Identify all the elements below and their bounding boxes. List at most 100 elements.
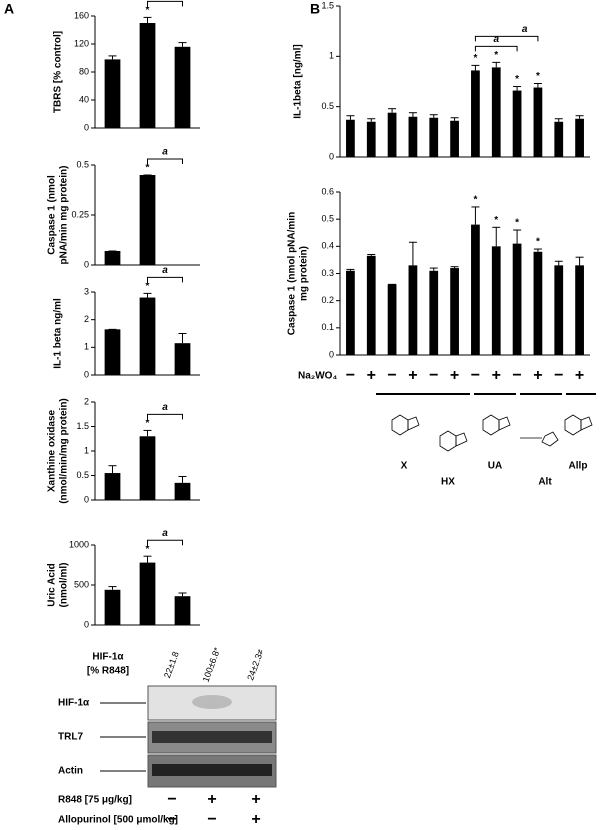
bar [139,436,156,500]
y-tick-label: 0.2 [321,295,334,305]
bracket [147,0,183,7]
treatment-sign: − [167,791,176,808]
significance-star: * [146,544,150,555]
bar [139,562,156,625]
blot-header-unit: [% R848] [87,666,129,677]
y-tick-label: 1 [84,342,89,352]
blot-row-label: HIF-1α [58,698,90,709]
y-tick-label: 3 [84,286,89,296]
bar [450,268,459,355]
bracket-label: a [162,147,168,158]
compound-label: HX [441,477,455,488]
lane-value: 22±1.8 [162,650,181,679]
y-tick-label: 160 [74,10,89,20]
bar [575,118,584,157]
treatment-sign: + [408,367,417,384]
bar [174,46,191,128]
bar [554,265,564,355]
bar [139,23,156,128]
bar [387,284,397,355]
bar [104,251,121,265]
bar [512,243,522,355]
y-tick-label: 80 [79,66,89,76]
treatment-sign: + [251,811,260,828]
blot-header: HIF-1α [92,652,124,663]
bar [450,120,459,157]
y-axis-label: IL-1beta [ng/ml] [293,44,304,118]
treatment-sign: + [251,791,260,808]
bar [104,589,121,625]
bracket-label: a [522,24,528,35]
bar [346,119,355,157]
bracket-label: a [162,265,168,276]
treatment-label: Allopurinol [500 μmol/kg] [58,815,178,826]
panel-label: A [4,1,14,17]
structures [391,414,593,452]
y-tick-label: 2 [84,396,89,406]
band [152,764,272,776]
bar [104,473,121,500]
y-axis-label: mg protein) [299,246,310,301]
compound-label: Alt [538,477,552,488]
y-tick-label: 120 [74,38,89,48]
y-axis-label: Uric Acid [47,563,58,607]
y-tick-label: 0 [329,151,334,161]
y-tick-label: 0 [84,259,89,269]
bar [533,87,543,157]
significance-star: * [473,53,477,64]
y-tick-label: 1.5 [76,421,89,431]
y-tick-label: 0 [84,369,89,379]
y-tick-label: 0.3 [321,268,334,278]
bar [408,116,418,157]
significance-star: * [146,163,150,174]
y-tick-label: 0.4 [321,241,334,251]
bar [471,224,480,355]
bar [139,297,156,375]
treatment-label: R848 [75 μg/kg] [58,795,132,806]
y-tick-label: 1 [84,445,89,455]
significance-star: * [146,5,150,16]
y-tick-label: 0 [84,619,89,629]
lane-value: 24±2.3≠ [245,648,265,682]
treatment-sign: + [207,791,216,808]
bracket-label: a [493,34,499,45]
bar [554,121,564,157]
blot-row-label: TRL7 [58,732,83,743]
treatment-sign: − [429,367,438,384]
bar [491,67,501,157]
bar [387,112,397,157]
treatment-sign: − [207,811,216,828]
y-tick-label: 0.25 [71,209,89,219]
treatment-sign: + [450,367,459,384]
treatment-sign: + [533,367,542,384]
y-tick-label: 0 [84,122,89,132]
bar [366,255,376,355]
treatment-label: Na₂WO₄ [298,371,337,382]
bar [346,270,355,355]
lane-value: 100±6.8* [201,646,223,684]
bar [174,482,191,500]
treatment-sign: − [554,367,563,384]
bracket [147,276,183,283]
bracket [147,539,183,546]
significance-star: * [494,215,498,226]
y-axis-label: (nmol/ml) [59,563,70,608]
significance-star: * [536,237,540,248]
treatment-sign: + [575,367,584,384]
treatment-sign: + [367,367,376,384]
bracket [147,413,183,420]
y-tick-label: 1000 [69,539,89,549]
bar [104,329,121,375]
bar [512,90,522,157]
y-axis-label: Caspase 1 (nmol pNA/min [287,212,298,335]
bar [408,265,418,355]
y-axis-label: pNA/min mg protein) [59,166,70,265]
bar [471,70,480,157]
bar [366,121,376,157]
blot [100,685,277,788]
y-axis-label: TBRS [% control] [53,31,64,113]
treatment-sign: + [492,367,501,384]
bar [139,175,156,265]
bar [174,343,191,375]
